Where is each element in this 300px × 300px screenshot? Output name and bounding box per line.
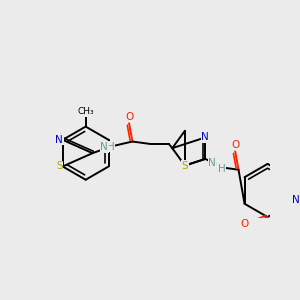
Text: S: S	[56, 161, 63, 171]
Text: N: N	[56, 135, 63, 145]
Text: S: S	[182, 160, 188, 171]
Text: H: H	[107, 142, 115, 152]
Text: N: N	[201, 132, 209, 142]
Text: O: O	[240, 219, 248, 229]
Text: N: N	[292, 195, 299, 206]
Text: O: O	[125, 112, 133, 122]
Text: N: N	[208, 158, 216, 168]
Text: O: O	[231, 140, 239, 150]
Text: CH₃: CH₃	[77, 107, 94, 116]
Text: H: H	[218, 164, 226, 174]
Text: N: N	[100, 142, 108, 152]
